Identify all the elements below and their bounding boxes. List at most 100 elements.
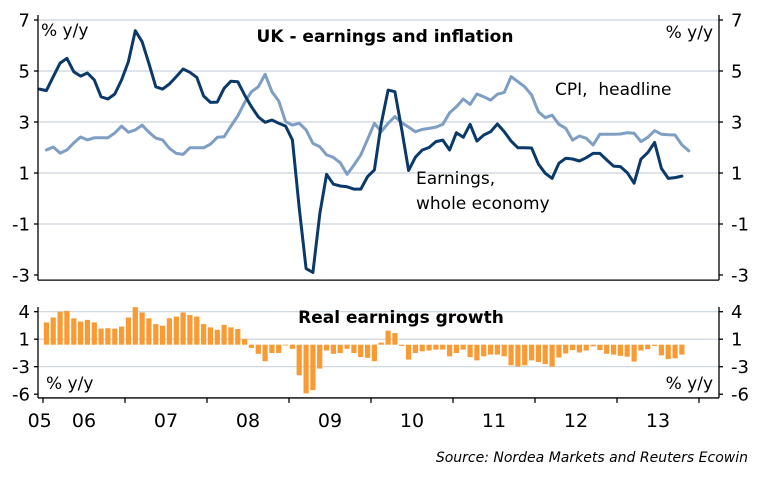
real-earnings-bar xyxy=(78,321,84,345)
real-earnings-bar xyxy=(488,344,494,355)
real-earnings-bar xyxy=(221,324,227,345)
real-earnings-bar xyxy=(187,315,193,345)
real-earnings-bar xyxy=(392,333,398,345)
real-earnings-bar xyxy=(269,344,275,353)
top-axes xyxy=(34,15,723,281)
x-axis-year-labels: 05 06 07 08 09 10 11 12 13 xyxy=(28,410,670,432)
real-earnings-bar xyxy=(658,344,664,356)
real-earnings-bar xyxy=(173,316,179,345)
real-earnings-bar xyxy=(344,344,350,349)
real-earnings-bar xyxy=(433,344,439,350)
x-axis-year-label: 05 xyxy=(28,410,52,432)
real-earnings-bar xyxy=(426,344,432,351)
real-earnings-bar xyxy=(50,317,56,345)
real-earnings-bar xyxy=(508,344,514,366)
real-earnings-bar xyxy=(330,344,336,354)
real-earnings-bar xyxy=(248,344,254,348)
real-earnings-bar xyxy=(563,344,569,354)
real-earnings-bar xyxy=(119,326,125,345)
earnings-series-label-line1: Earnings, xyxy=(416,169,495,189)
source-note: Source: Nordea Markets and Reuters Ecowi… xyxy=(436,450,748,466)
x-axis-year-label: 08 xyxy=(236,410,260,432)
x-axis-year-label: 13 xyxy=(646,410,670,432)
real-earnings-bar xyxy=(679,344,685,355)
real-earnings-bar xyxy=(583,344,589,351)
cpi-headline-line xyxy=(44,72,691,176)
real-earnings-bar xyxy=(522,344,528,366)
real-earnings-bar xyxy=(406,344,412,360)
real-earnings-bar xyxy=(242,338,248,345)
real-earnings-bar xyxy=(665,344,671,360)
real-earnings-bar xyxy=(604,344,610,354)
real-earnings-bar xyxy=(412,344,418,353)
top-left-tick-label: 3 xyxy=(19,113,30,134)
real-earnings-bar xyxy=(235,329,241,345)
real-earnings-bar xyxy=(652,344,658,346)
real-earnings-bar xyxy=(617,344,623,356)
real-earnings-bar xyxy=(672,344,678,359)
real-earnings-bar xyxy=(556,344,562,358)
real-earnings-bar xyxy=(289,344,295,349)
real-earnings-bar xyxy=(453,344,459,353)
real-earnings-bar xyxy=(460,344,466,350)
bottom-tick-labels: 4 4 1 1 -3 -3 -6 -6 xyxy=(12,302,749,406)
x-axis xyxy=(38,397,719,403)
real-earnings-bar xyxy=(228,327,234,345)
real-earnings-bar xyxy=(542,344,548,365)
top-gridlines xyxy=(38,19,719,225)
real-earnings-bar xyxy=(645,344,651,350)
real-earnings-bar xyxy=(590,344,596,347)
real-earnings-bar xyxy=(535,344,541,362)
earnings-series-label-line2: whole economy xyxy=(416,194,550,214)
real-earnings-bar xyxy=(303,344,309,394)
real-earnings-bar xyxy=(207,327,213,345)
cpi-series-label: CPI, headline xyxy=(555,80,671,100)
bottom-left-unit-label: % y/y xyxy=(46,374,93,394)
real-earnings-bar xyxy=(385,330,391,345)
real-earnings-bar xyxy=(146,318,152,345)
real-earnings-bars xyxy=(43,307,685,394)
real-earnings-bar xyxy=(501,344,507,357)
top-left-tick-label: 7 xyxy=(19,11,30,32)
top-left-tick-label: 5 xyxy=(19,62,30,83)
bottom-left-tick-label: 1 xyxy=(19,330,30,351)
real-earnings-bar xyxy=(515,344,521,367)
top-left-tick-label: -1 xyxy=(12,215,30,236)
real-earnings-bar xyxy=(105,328,111,345)
real-earnings-bar xyxy=(317,344,323,369)
real-earnings-bar xyxy=(337,344,343,353)
top-right-tick-label: 5 xyxy=(731,62,742,83)
real-earnings-bar xyxy=(419,344,425,352)
real-earnings-bar xyxy=(529,344,535,361)
top-left-unit-label: % y/y xyxy=(41,21,88,41)
real-earnings-bar xyxy=(201,324,207,345)
real-earnings-bar xyxy=(276,344,282,353)
real-earnings-bar xyxy=(132,307,138,345)
top-right-tick-label: -3 xyxy=(731,266,749,287)
real-earnings-bar xyxy=(494,344,500,355)
real-earnings-bar xyxy=(467,344,473,358)
real-earnings-bar xyxy=(71,318,77,345)
real-earnings-bar xyxy=(255,344,261,354)
top-left-tick-label: 1 xyxy=(19,164,30,185)
real-earnings-bar xyxy=(570,344,576,351)
top-series xyxy=(38,29,691,274)
top-right-tick-label: -1 xyxy=(731,215,749,236)
x-axis-year-label: 09 xyxy=(318,410,342,432)
real-earnings-bar xyxy=(112,328,118,345)
real-earnings-bar xyxy=(125,317,131,345)
real-earnings-bar xyxy=(638,344,644,351)
real-earnings-bar xyxy=(91,322,97,345)
real-earnings-bar xyxy=(631,344,637,362)
top-right-tick-label: 1 xyxy=(731,164,742,185)
x-axis-year-label: 06 xyxy=(72,410,96,432)
bottom-right-unit-label: % y/y xyxy=(666,374,713,394)
real-earnings-bar xyxy=(139,312,145,345)
real-earnings-bar xyxy=(611,344,617,355)
bottom-panel: 4 41 1-3 -3-6 -6 Real earnings growth % y/y … xyxy=(12,302,749,406)
real-earnings-bar xyxy=(351,344,357,353)
real-earnings-bar xyxy=(64,310,70,345)
real-earnings-bar xyxy=(296,344,302,376)
real-earnings-bar xyxy=(447,344,453,357)
